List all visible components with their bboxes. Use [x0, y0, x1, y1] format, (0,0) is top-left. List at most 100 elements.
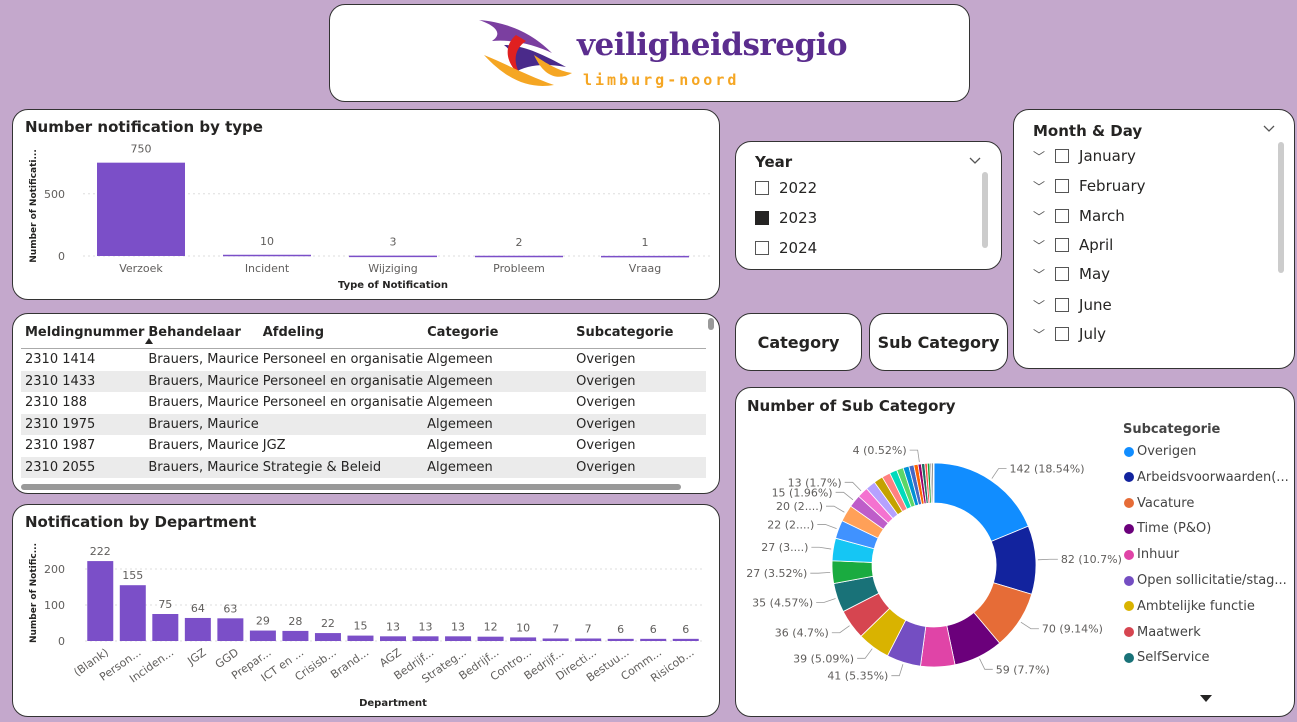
col-header-afdeling[interactable]: Afdeling	[258, 316, 424, 349]
bar[interactable]	[249, 630, 276, 641]
expand-chevron-icon[interactable]: ﹀	[1033, 179, 1046, 194]
legend-label: SelfService	[1137, 650, 1210, 666]
checkbox[interactable]	[1055, 267, 1070, 281]
bar[interactable]	[445, 636, 472, 641]
bar[interactable]	[184, 617, 211, 641]
month-option-march[interactable]: ﹀ March	[1033, 207, 1125, 225]
expand-chevron-icon[interactable]: ﹀	[1033, 267, 1046, 282]
bar[interactable]	[542, 638, 569, 641]
dept-bar-chart: 0100200222(Blank)155Person...75Inciden..…	[29, 543, 703, 709]
checkbox[interactable]	[755, 181, 769, 195]
dept-chart-card: Notification by Department 0 100 200 222 (Bl…	[12, 504, 720, 717]
bar[interactable]	[152, 614, 179, 641]
bar[interactable]	[97, 162, 185, 256]
flame-logo-icon	[479, 20, 572, 86]
col-header-categorie[interactable]: Categorie	[423, 316, 573, 349]
legend-item[interactable]: Arbeidsvoorwaarden(...	[1124, 470, 1289, 485]
legend-dot-icon	[1124, 575, 1134, 586]
month-option-july[interactable]: ﹀ July	[1033, 325, 1106, 343]
legend-scroll-down-icon[interactable]	[1200, 695, 1212, 702]
bar[interactable]	[477, 636, 504, 641]
col-header-subcategorie[interactable]: Subcategorie	[572, 316, 706, 349]
month-slicer-scrollbar[interactable]	[1278, 142, 1284, 273]
data-label: 1	[642, 236, 649, 249]
bar[interactable]	[672, 638, 699, 641]
chevron-down-icon[interactable]	[1263, 125, 1275, 133]
cell: 2310 1433	[21, 370, 145, 392]
legend-item[interactable]: Open sollicitatie/stag...	[1124, 573, 1287, 588]
sub-category-button[interactable]: Sub Category	[869, 313, 1008, 371]
data-label: 10	[516, 621, 530, 634]
legend-item[interactable]: Overigen	[1124, 444, 1196, 459]
donut-slice[interactable]	[932, 462, 935, 504]
table-row[interactable]: 2310 1975 Brauers, Maurice Algemeen Overige…	[21, 413, 706, 435]
bar[interactable]	[347, 635, 374, 641]
bar[interactable]	[119, 585, 146, 641]
table-row[interactable]: 2310 1414 Brauers, Maurice Personeel en or…	[21, 349, 706, 371]
table-row[interactable]: 2310 1987 Brauers, Maurice JGZ Algemeen Over…	[21, 435, 706, 457]
checkbox[interactable]	[1055, 149, 1070, 163]
cell: Brauers, Maurice	[148, 438, 259, 454]
legend-item[interactable]: Maatwerk	[1124, 625, 1201, 640]
expand-chevron-icon[interactable]: ﹀	[1033, 209, 1046, 224]
month-option-may[interactable]: ﹀ May	[1033, 265, 1110, 283]
year-option-2022[interactable]: 2022	[755, 179, 817, 197]
legend-item[interactable]: Time (P&O)	[1124, 521, 1211, 536]
bar[interactable]	[217, 618, 244, 641]
category-button[interactable]: Category	[735, 313, 862, 371]
leader-line	[811, 546, 832, 550]
bar[interactable]	[87, 561, 114, 641]
legend-item[interactable]: Vacature	[1124, 496, 1194, 511]
bar[interactable]	[510, 637, 537, 641]
expand-chevron-icon[interactable]: ﹀	[1033, 298, 1046, 313]
legend-item[interactable]: Inhuur	[1124, 547, 1179, 562]
bar[interactable]	[607, 638, 634, 641]
table-vertical-scrollbar[interactable]	[708, 318, 714, 330]
bar[interactable]	[601, 255, 689, 258]
year-option-2024[interactable]: 2024	[755, 239, 817, 257]
legend-item[interactable]: Ambtelijke functie	[1124, 599, 1255, 614]
checkbox[interactable]	[1055, 238, 1070, 252]
checkbox[interactable]	[1055, 179, 1070, 193]
expand-chevron-icon[interactable]: ﹀	[1033, 238, 1046, 253]
month-option-june[interactable]: ﹀ June	[1033, 296, 1112, 314]
bar[interactable]	[314, 633, 341, 641]
expand-chevron-icon[interactable]: ﹀	[1033, 149, 1046, 164]
month-option-february[interactable]: ﹀ February	[1033, 177, 1145, 195]
checkbox-checked[interactable]	[755, 211, 769, 225]
bar[interactable]	[223, 254, 311, 257]
checkbox[interactable]	[755, 241, 769, 255]
bar[interactable]	[380, 636, 406, 641]
data-label: 10	[260, 235, 274, 248]
col-header-behandelaar[interactable]: Behandelaar	[144, 316, 259, 349]
col-header-meldingnummer[interactable]: Meldingnummer	[21, 316, 145, 349]
bar[interactable]	[349, 255, 437, 258]
donut-data-label: 15 (1.96%)	[772, 486, 833, 499]
table-row[interactable]: 2310 1433 Brauers, Maurice Personeel en or…	[21, 370, 706, 392]
expand-chevron-icon[interactable]: ﹀	[1033, 327, 1046, 342]
cell: Overigen	[576, 438, 636, 454]
leader-line	[817, 524, 837, 529]
checkbox[interactable]	[1055, 327, 1070, 341]
month-option-january[interactable]: ﹀ January	[1033, 147, 1136, 165]
bar[interactable]	[412, 636, 439, 641]
cell: Personeel en organisatie	[258, 370, 424, 392]
table-row[interactable]: 2310 2055 Brauers, Maurice Strategie & Bel…	[21, 456, 706, 478]
chevron-down-icon[interactable]	[969, 157, 981, 165]
legend-item[interactable]: SelfService	[1124, 650, 1209, 665]
bar[interactable]	[282, 630, 309, 641]
checkbox[interactable]	[1055, 298, 1070, 312]
year-option-2023[interactable]: 2023	[755, 209, 817, 227]
month-option-april[interactable]: ﹀ April	[1033, 236, 1113, 254]
data-label: 13	[386, 620, 400, 633]
data-label: 13	[419, 620, 433, 633]
table-horizontal-scrollbar[interactable]	[21, 484, 681, 490]
bar[interactable]	[640, 638, 667, 641]
leader-line	[991, 468, 1007, 479]
year-slicer-scrollbar[interactable]	[982, 172, 988, 248]
bar[interactable]	[475, 255, 563, 258]
bar[interactable]	[575, 638, 602, 641]
table-row[interactable]: 2310 188 Brauers, Maurice Personeel en org…	[21, 392, 706, 414]
sort-ascending-icon	[145, 338, 153, 344]
checkbox[interactable]	[1055, 209, 1070, 223]
